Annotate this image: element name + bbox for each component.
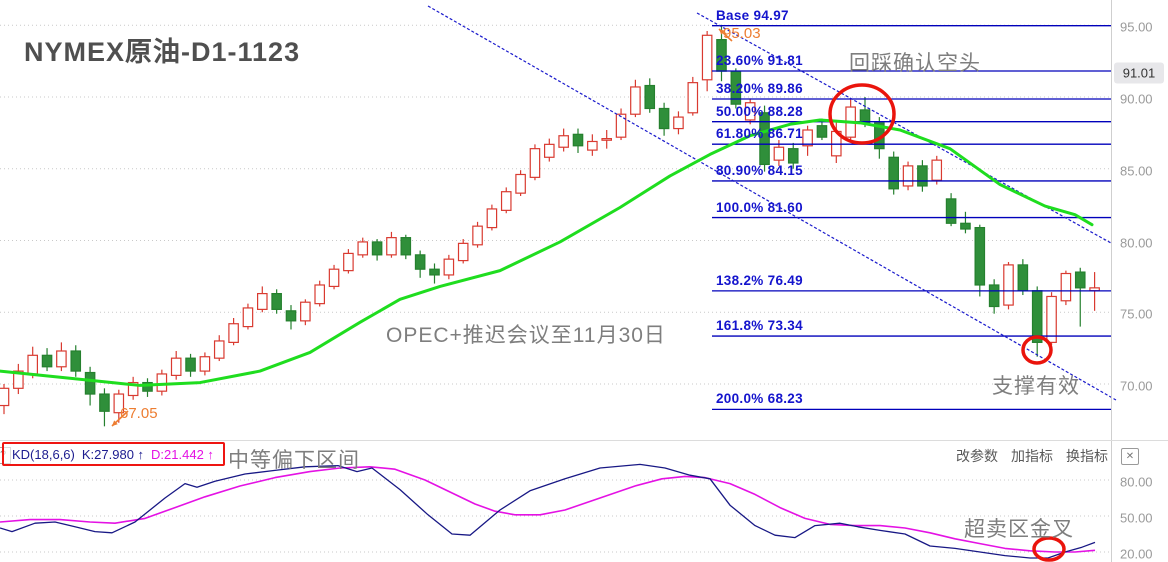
annotation-support-valid: 支撑有效 [992, 375, 1080, 398]
kd-indicator-label: KD(18,6,6) K:27.980 ↑ D:21.442 ↑ [2, 442, 225, 466]
chart-title: NYMEX原油-D1-1123 [24, 37, 301, 67]
add-indicator-button[interactable]: 加指标 [1011, 448, 1053, 464]
price-axis-label: 95.00 [1120, 19, 1153, 35]
kd-axis-label: 80.00 [1120, 474, 1153, 490]
kd-k-value: K:27.980 ↑ [81, 446, 145, 462]
current-price-tag: 91.01 [1114, 62, 1164, 84]
annotation-oversold-golden-cross: 超卖区金叉 [964, 518, 1074, 541]
price-axis-line [1111, 0, 1112, 562]
pane-separator [0, 440, 1168, 441]
price-axis-label: 85.00 [1120, 163, 1153, 179]
annotation-pullback-bearish: 回踩确认空头 [849, 52, 981, 75]
change-params-button[interactable]: 改参数 [956, 448, 998, 464]
kd-name: KD(18,6,6) [12, 446, 75, 462]
marked-high-label: 95.03 [723, 25, 761, 42]
fib-level-label: 100.0% 81.60 [716, 199, 803, 215]
fib-level-label: 138.2% 76.49 [716, 272, 803, 288]
fib-level-label: 23.60% 91.81 [716, 53, 803, 69]
annotation-mid-low-range: 中等偏下区间 [228, 449, 360, 472]
fib-level-label: 50.00% 88.28 [716, 103, 803, 119]
price-axis-label: 90.00 [1120, 91, 1153, 107]
kd-d-value: D:21.442 ↑ [151, 446, 214, 462]
fib-level-label: 38.20% 89.86 [716, 81, 803, 96]
switch-indicator-button[interactable]: 换指标 [1066, 448, 1108, 464]
close-icon[interactable]: ✕ [1121, 447, 1139, 465]
fib-level-label: 61.80% 86.71 [716, 126, 803, 142]
price-axis-label: 80.00 [1120, 235, 1153, 250]
fib-level-label: 80.90% 84.15 [716, 162, 803, 178]
fib-level-label: 161.8% 73.34 [716, 318, 803, 334]
price-axis-label: 75.00 [1120, 306, 1153, 322]
kd-axis-label: 50.00 [1120, 510, 1153, 526]
indicator-toolbar: 改参数 加指标 换指标 ✕ [956, 446, 1139, 466]
price-axis-label: 70.00 [1120, 378, 1153, 394]
kd-axis-label: 20.00 [1120, 546, 1153, 562]
marked-low-label: 67.05 [120, 405, 158, 422]
fib-level-label: Base 94.97 [716, 7, 789, 23]
annotation-opec-meeting: OPEC+推迟会议至11月30日 [386, 324, 666, 347]
fib-level-label: 200.0% 68.23 [716, 391, 803, 407]
